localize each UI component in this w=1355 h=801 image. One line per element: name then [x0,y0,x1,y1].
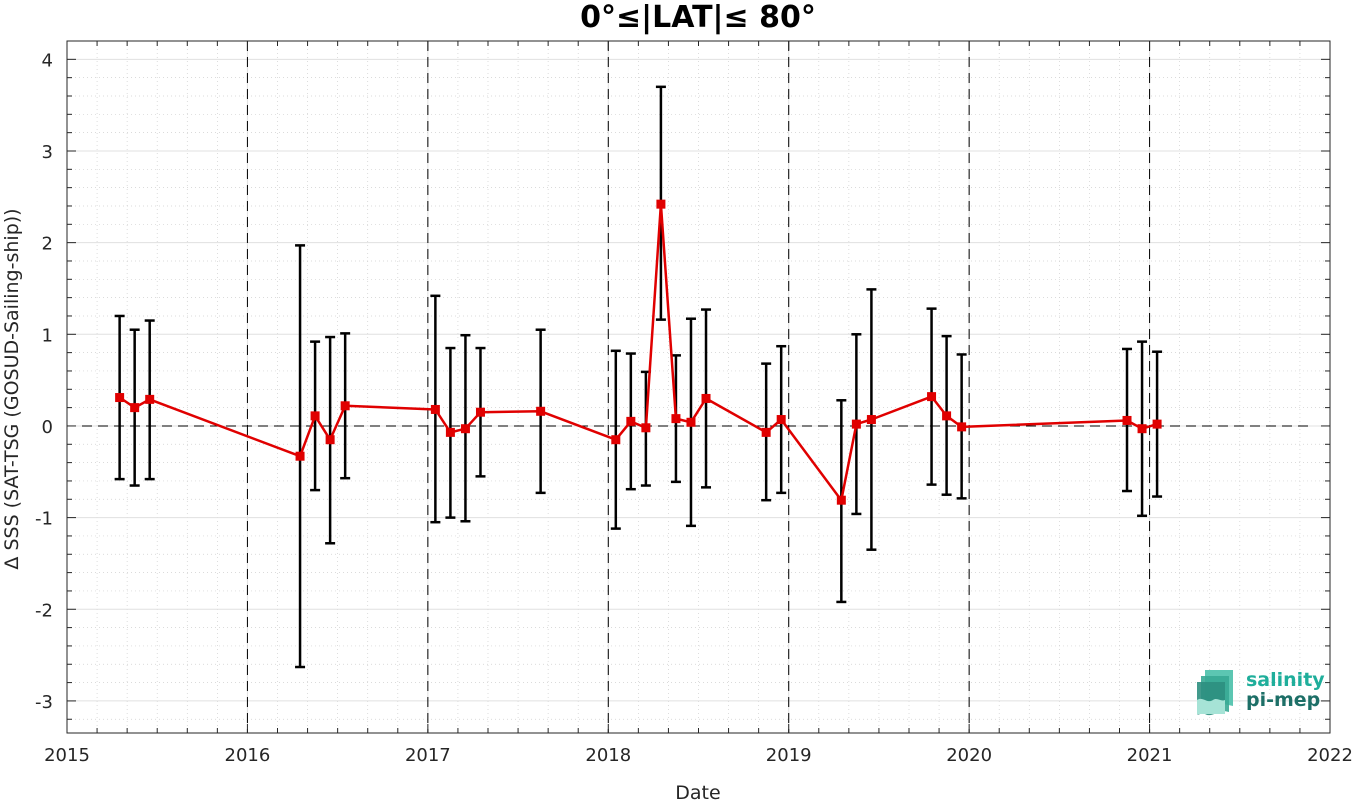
data-point-marker [761,427,771,437]
x-tick-label: 2015 [44,745,90,766]
data-point-marker [641,423,651,433]
y-tick-label: 1 [42,325,53,346]
data-point-marker [1152,419,1162,429]
data-point-marker [611,435,621,445]
data-point-marker [957,422,967,432]
data-markers [115,199,1162,505]
y-tick-label: 4 [42,50,53,71]
y-tick-labels: -3 -2 -1 0 1 2 3 4 [35,50,53,713]
data-point-marker [536,406,546,416]
x-tick-label: 2018 [585,745,631,766]
y-tick-label: 2 [42,234,53,255]
x-tick-label: 2017 [405,745,451,766]
data-point-marker [460,424,470,434]
x-tick-label: 2016 [225,745,271,766]
data-point-marker [1122,415,1132,425]
x-tick-label: 2020 [946,745,992,766]
data-point-marker [776,415,786,425]
x-tick-label: 2019 [766,745,812,766]
axis-ticks [66,41,1331,733]
data-point-marker [430,404,440,414]
x-axis-label: Date [675,782,720,801]
data-point-marker [851,419,861,429]
data-point-marker [115,393,125,403]
data-point-marker [866,415,876,425]
salinity-pi-mep-logo: salinity pi-mep [1197,669,1325,716]
chart-title: 0°≤|LAT|≤ 80° [580,0,816,35]
logo-line1: salinity [1246,669,1325,691]
data-point-marker [475,407,485,417]
data-point-marker [145,394,155,404]
data-point-marker [626,416,636,426]
data-point-marker [340,401,350,411]
x-tick-label: 2022 [1307,745,1353,766]
data-point-marker [656,199,666,209]
data-point-marker [942,411,952,421]
logo-line2: pi-mep [1246,689,1320,711]
data-point-marker [130,403,140,413]
data-point-marker [927,392,937,402]
y-axis-label: Δ SSS (SAT-TSG (GOSUD-Sailing-ship)) [1,208,23,569]
data-point-marker [836,495,846,505]
wave-stack-icon [1197,670,1233,716]
data-point-marker [295,451,305,461]
data-point-marker [325,435,335,445]
data-point-marker [686,417,696,427]
x-tick-labels: 2015 2016 2017 2018 2019 2020 2021 2022 [44,745,1353,766]
y-tick-label: 3 [42,142,53,163]
data-point-marker [671,414,681,424]
y-tick-label: 0 [42,417,53,438]
x-tick-label: 2021 [1127,745,1173,766]
data-point-marker [445,427,455,437]
y-tick-label: -3 [35,692,53,713]
y-tick-label: -2 [35,600,53,621]
y-tick-label: -1 [35,509,53,530]
data-point-marker [701,393,711,403]
data-point-marker [1137,424,1147,434]
data-point-marker [310,411,320,421]
